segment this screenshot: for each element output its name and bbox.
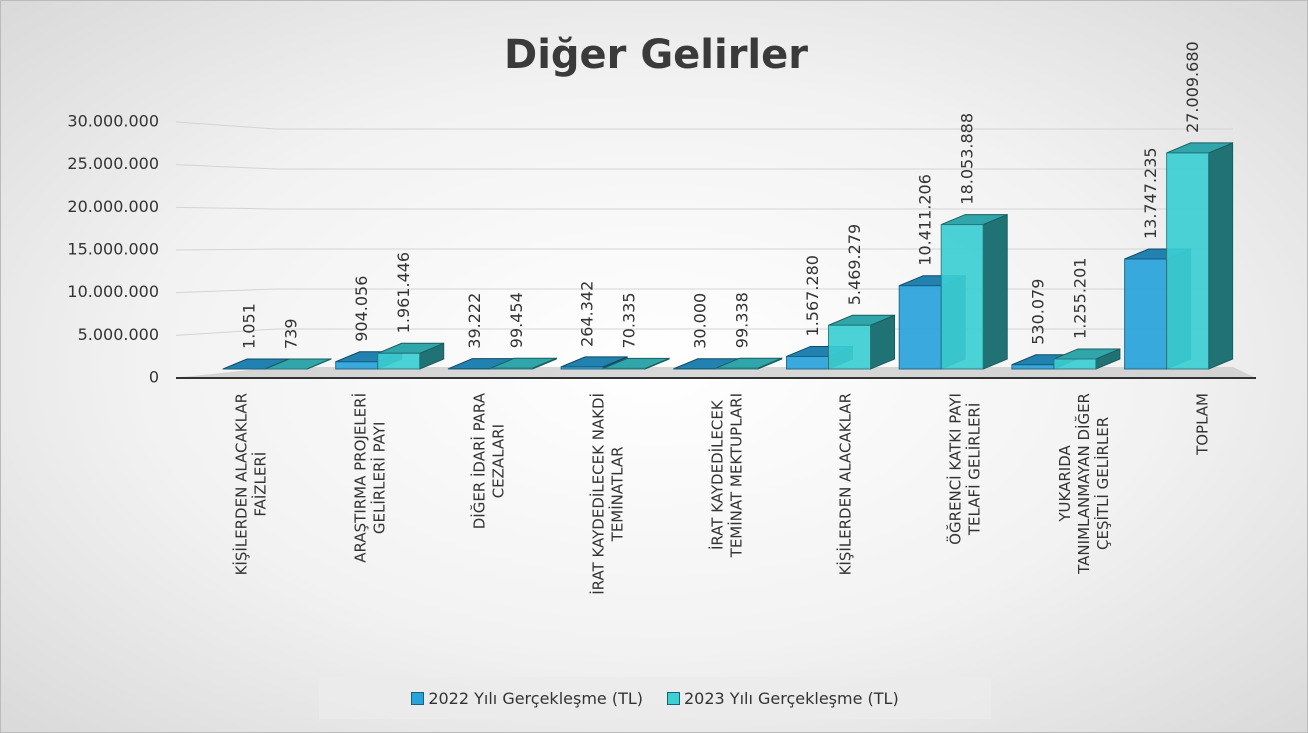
legend-swatch — [411, 691, 425, 705]
bar — [489, 357, 557, 370]
legend-swatch — [667, 691, 680, 705]
bar-front — [1011, 364, 1055, 370]
y-tick-label: 0 — [149, 368, 159, 387]
x-tick-label: TOPLAM — [1193, 393, 1212, 455]
y-tick-label: 15.000.000 — [67, 240, 159, 259]
bar-front — [898, 285, 942, 370]
value-label: 13.747.235 — [1141, 147, 1160, 239]
x-tick-label: KİŞİLERDEN ALACAKLAR — [836, 393, 855, 576]
legend-label: 2022 Yılı Gerçekleşme (TL) — [428, 688, 643, 708]
x-tick-label: DİĞER İDARİ PARA CEZALARI — [470, 393, 507, 530]
bar-front — [560, 366, 604, 370]
value-label: 1.567.280 — [803, 255, 822, 336]
legend-item: 2022 Yılı Gerçekleşme (TL) — [411, 689, 643, 708]
bar-side — [1208, 142, 1234, 370]
value-label: 1.051 — [240, 303, 259, 349]
value-label: 27.009.680 — [1183, 41, 1202, 133]
value-label: 5.469.279 — [845, 224, 864, 305]
grid-line — [175, 164, 1233, 170]
bar-front — [828, 324, 871, 370]
value-label: 904.056 — [352, 276, 371, 342]
value-label: 39.222 — [465, 293, 484, 349]
value-label: 99.338 — [732, 292, 751, 348]
bar-front — [377, 352, 421, 370]
legend-label: 2023 Yılı Gerçekleşme (TL) — [684, 688, 899, 708]
y-tick-label: 20.000.000 — [67, 197, 159, 216]
value-label: 99.454 — [507, 292, 526, 348]
value-label: 739 — [282, 318, 301, 349]
y-tick-label: 30.000.000 — [67, 112, 159, 131]
bar — [940, 213, 1008, 370]
bar-front — [1166, 152, 1210, 370]
bar-front — [1053, 358, 1097, 370]
bar — [602, 357, 670, 370]
floor — [176, 367, 1256, 378]
bar-front — [1124, 258, 1168, 370]
y-tick-label: 25.000.000 — [67, 154, 159, 173]
value-label: 1.961.446 — [394, 252, 413, 333]
bar-front — [335, 361, 379, 370]
y-tick-label: 5.000.000 — [78, 325, 159, 344]
x-tick-label: KİŞİLERDEN ALACAKLAR FAİZLERİ — [232, 393, 269, 576]
x-tick-label: İRAT KAYDEDİLECEK NAKDİ TEMİNATLAR — [589, 393, 626, 595]
grid-line — [175, 206, 1233, 210]
value-label: 530.079 — [1028, 279, 1047, 345]
bar-front — [489, 367, 533, 370]
value-label: 264.342 — [578, 281, 597, 347]
x-tick-label: YUKARIDA TANIMLANMAYAN DİĞER ÇEŞİTLİ GEL… — [1055, 393, 1112, 574]
value-label: 70.335 — [620, 292, 639, 348]
x-tick-label: ARAŞTIRMA PROJELERİ GELİRLERİ PAYI — [351, 393, 388, 563]
bar-front — [715, 367, 759, 370]
legend: 2022 Yılı Gerçekleşme (TL) 2023 Yılı Gerç… — [319, 677, 991, 719]
x-tick-label: ÖĞRENCİ KATKI PAYI TELAFİ GELİRLERİ — [946, 393, 983, 545]
bar — [377, 342, 445, 370]
bar — [1166, 142, 1234, 370]
y-tick-label: 10.000.000 — [67, 282, 159, 301]
bar-front — [786, 355, 829, 370]
chart-title: Diğer Gelirler — [504, 32, 808, 78]
x-tick-label: İRAT KAYDEDİLECEK TEMİNAT MEKTUPLARI — [708, 393, 745, 558]
bar-front — [602, 367, 646, 370]
bar — [828, 314, 895, 370]
grid-line — [175, 121, 1233, 130]
legend-item: 2023 Yılı Gerçekleşme (TL) — [667, 689, 899, 708]
value-label: 10.411.206 — [916, 174, 935, 266]
bar — [1053, 348, 1121, 370]
bar-side — [982, 213, 1008, 370]
bar-front — [940, 224, 984, 370]
bar — [264, 358, 332, 370]
value-label: 30.000 — [690, 293, 709, 349]
value-label: 18.053.888 — [958, 113, 977, 205]
bar — [715, 357, 783, 370]
value-label: 1.255.201 — [1070, 258, 1089, 339]
grid-line — [175, 248, 1233, 251]
